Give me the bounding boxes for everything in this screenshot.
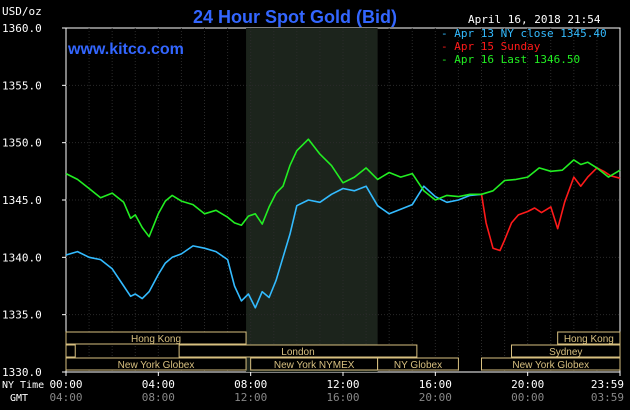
ny-time-label: NY Time xyxy=(2,380,44,391)
y-tick-label: 1330.0 xyxy=(2,366,42,379)
session-bar xyxy=(481,357,621,371)
y-axis-ticks: 1360.0 1355.0 1350.0 1345.0 1340.0 1335.0 1330… xyxy=(2,22,66,379)
series-line xyxy=(65,138,621,238)
x-tick-gmt: 00:00 xyxy=(511,391,544,404)
x-tick-gmt: 03:59 xyxy=(591,391,624,404)
x-tick-ny: 23:59 xyxy=(591,378,624,391)
session-bar xyxy=(65,357,247,371)
session-label: Hong Kong xyxy=(564,334,614,345)
session-bar xyxy=(65,344,76,358)
x-tick-gmt: 16:00 xyxy=(326,391,359,404)
y-axis-unit: USD/oz xyxy=(2,5,42,18)
x-tick-gmt: 08:00 xyxy=(142,391,175,404)
y-tick-label: 1355.0 xyxy=(2,79,42,92)
legend-entry: - Apr 13 NY close 1345.40 xyxy=(441,27,607,40)
x-tick-gmt: 20:00 xyxy=(419,391,452,404)
legend: - Apr 13 NY close 1345.40- Apr 15 Sunday… xyxy=(441,27,607,66)
y-tick-label: 1345.0 xyxy=(2,194,42,207)
y-tick-label: 1360.0 xyxy=(2,22,42,35)
session-bar xyxy=(377,357,459,371)
gridlines xyxy=(66,28,620,372)
legend-entry: - Apr 15 Sunday xyxy=(441,40,541,53)
x-tick-ny: 16:00 xyxy=(419,378,452,391)
session-label: New York NYMEX xyxy=(274,360,355,371)
session-label: New York Globex xyxy=(512,360,589,371)
x-tick-ny: 04:00 xyxy=(142,378,175,391)
x-tick-gmt: 12:00 xyxy=(234,391,267,404)
session-label: London xyxy=(281,347,314,358)
session-bar xyxy=(511,344,621,358)
session-bar xyxy=(65,331,247,345)
series-line xyxy=(65,185,482,309)
session-bar xyxy=(178,344,418,358)
x-tick-ny: 20:00 xyxy=(511,378,544,391)
series-lines xyxy=(65,138,621,309)
y-tick-label: 1340.0 xyxy=(2,251,42,264)
y-tick-label: 1350.0 xyxy=(2,137,42,150)
x-tick-ny: 08:00 xyxy=(234,378,267,391)
session-label: New York Globex xyxy=(118,360,195,371)
legend-entry: - Apr 16 Last 1346.50 xyxy=(441,53,580,66)
x-tick-ny: 12:00 xyxy=(326,378,359,391)
gmt-label: GMT xyxy=(10,393,28,404)
series-line xyxy=(480,167,621,252)
market-sessions: Hong Kong Hong Kong Sydney London New York G… xyxy=(65,331,621,371)
timestamp: April 16, 2018 21:54 xyxy=(468,13,601,26)
x-tick-gmt: 04:00 xyxy=(49,391,82,404)
y-tick-label: 1335.0 xyxy=(2,309,42,322)
session-bar xyxy=(557,331,621,345)
session-label: NY Globex xyxy=(394,360,442,371)
session-label: Sydney xyxy=(549,347,582,358)
site-url[interactable]: www.kitco.com xyxy=(67,41,184,58)
session-label: Hong Kong xyxy=(131,334,181,345)
x-axis-ticks: 00:0004:0004:0008:0008:0012:0012:0016:00… xyxy=(49,372,624,404)
x-tick-ny: 00:00 xyxy=(49,378,82,391)
chart-title: 24 Hour Spot Gold (Bid) xyxy=(193,7,397,27)
